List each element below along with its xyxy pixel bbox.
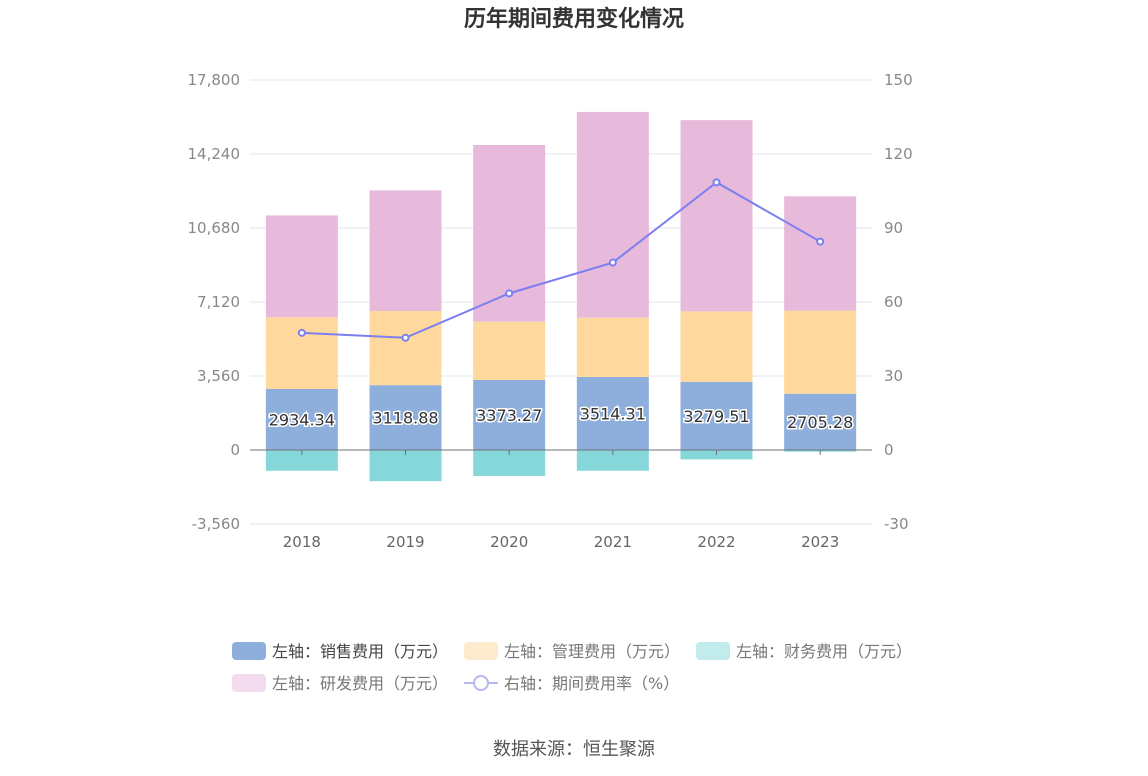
bar-segment[interactable] [576,111,649,318]
bar-segment[interactable] [369,450,442,482]
x-tick-label: 2020 [490,533,528,551]
bar-segment[interactable] [473,321,546,380]
bar-segment[interactable] [265,389,338,450]
legend-swatch [696,642,730,660]
legend-line-marker [473,675,489,691]
right-tick-label: 60 [884,293,903,311]
axes: 17,800 150 14,240 120 10,680 90 7,120 60 3,560 30… [188,71,913,551]
right-tick-label: -30 [884,515,909,533]
bar-segment[interactable] [680,381,753,450]
bar-segment[interactable] [680,120,753,312]
rate-line [297,178,825,342]
rate-point[interactable] [401,333,410,342]
bar-segment[interactable] [576,450,649,471]
rate-point[interactable] [297,328,306,337]
rate-point[interactable] [712,178,721,187]
legend-item[interactable]: 右轴：期间费用率（%） [464,674,679,693]
bar-segment[interactable] [784,393,857,450]
right-tick-label: 30 [884,367,903,385]
bar-value-label: 3279.51 [683,407,749,426]
source-note: 数据来源：恒生聚源 [493,739,655,760]
bar-segment[interactable] [784,196,857,311]
bar-segment[interactable] [265,215,338,318]
left-tick-label: 0 [230,441,240,459]
bar-segment[interactable] [265,317,338,390]
legend-item[interactable]: 左轴：管理费用（万元） [464,642,680,661]
bar-value-label: 3373.27 [476,406,542,425]
right-tick-label: 0 [884,441,894,459]
right-tick-label: 90 [884,219,903,237]
chart-title: 历年期间费用变化情况 [464,6,684,32]
legend-swatch [464,642,498,660]
x-tick-label: 2019 [386,533,424,551]
bar-value-label: 3118.88 [372,409,438,428]
legend-item[interactable]: 左轴：研发费用（万元） [232,674,448,693]
x-tick-label: 2023 [801,533,839,551]
legend[interactable]: 左轴：销售费用（万元） 左轴：管理费用（万元） 左轴：财务费用（万元） 左轴：研发费用… [232,642,912,693]
bar-segment[interactable] [784,310,857,394]
bars [265,111,857,482]
x-tick-label: 2021 [594,533,632,551]
bar-segment[interactable] [265,450,338,471]
left-tick-label: 7,120 [197,293,240,311]
bar-segment[interactable] [576,376,649,450]
bar-segment[interactable] [473,379,546,450]
rate-point[interactable] [816,237,825,246]
right-tick-label: 120 [884,145,913,163]
legend-item[interactable]: 左轴：销售费用（万元） [232,642,448,661]
bar-value-label: 2934.34 [269,411,335,430]
legend-label: 左轴：财务费用（万元） [736,642,912,661]
legend-label: 左轴：管理费用（万元） [504,642,680,661]
bar-segment[interactable] [680,311,753,382]
bar-segment[interactable] [369,310,442,386]
legend-swatch [232,642,266,660]
bar-value-label: 3514.31 [580,404,646,423]
grid [250,79,872,525]
legend-label: 左轴：销售费用（万元） [272,642,448,661]
rate-line-path [301,181,821,339]
bar-segment[interactable] [576,317,649,377]
legend-label: 右轴：期间费用率（%） [504,674,679,693]
left-tick-label: 14,240 [188,145,241,163]
x-tick-label: 2018 [283,533,321,551]
legend-swatch [232,674,266,692]
left-tick-label: 3,560 [197,367,240,385]
data-labels: 2934.34 3118.88 3373.27 3514.31 3279.51 2705.… [267,403,855,433]
legend-item[interactable]: 左轴：财务费用（万元） [696,642,912,661]
rate-point[interactable] [505,289,514,298]
x-tick-label: 2022 [697,533,735,551]
bar-segment[interactable] [369,190,442,311]
legend-label: 左轴：研发费用（万元） [272,674,448,693]
bar-segment[interactable] [369,385,442,450]
bar-value-label: 2705.28 [787,413,853,432]
left-tick-label: -3,560 [192,515,240,533]
rate-point[interactable] [608,258,617,267]
right-tick-label: 150 [884,71,913,89]
left-tick-label: 10,680 [188,219,241,237]
left-tick-label: 17,800 [188,71,241,89]
